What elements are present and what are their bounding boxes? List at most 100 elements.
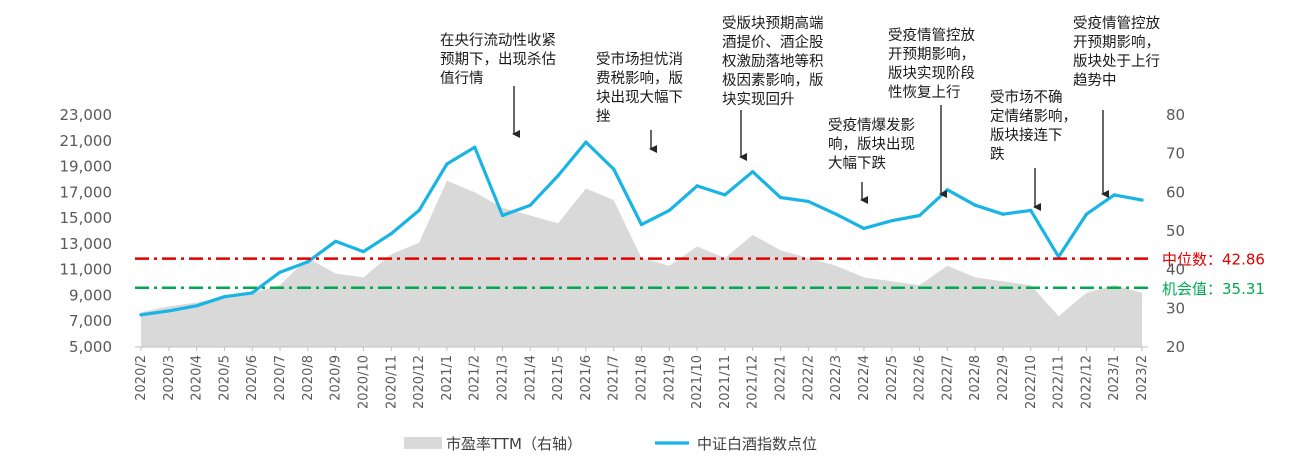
x-tick-label: 2023/2 [1135, 355, 1150, 401]
index-point [306, 260, 310, 264]
x-tick-label: 2021/6 [579, 355, 594, 401]
x-tick-label: 2020/7 [273, 355, 288, 401]
legend-label: 市盈率TTM（右轴） [446, 435, 582, 453]
index-point [945, 188, 950, 192]
x-tick-label: 2020/5 [217, 355, 232, 401]
index-point [612, 167, 616, 171]
x-tick-label: 2021/12 [746, 355, 761, 409]
y-right-tick-label: 70 [1166, 145, 1185, 163]
index-point [389, 232, 393, 236]
x-tick-label: 2020/11 [384, 355, 399, 409]
x-tick-label: 2020/9 [329, 355, 344, 401]
x-tick-label: 2020/3 [162, 355, 177, 401]
index-point [918, 213, 922, 218]
pe-ttm-area-layer [141, 180, 1142, 347]
index-point [473, 145, 477, 149]
x-tick-label: 2022/8 [968, 355, 983, 401]
index-point [806, 199, 810, 203]
index-point [334, 239, 338, 243]
index-point [890, 219, 894, 223]
reference-label: 机会值：35.31 [1162, 280, 1265, 298]
y-right-tick-label: 30 [1166, 299, 1185, 317]
y-left-tick-label: 9,000 [69, 286, 112, 304]
index-point [528, 203, 532, 207]
index-point [278, 270, 282, 274]
pe-ttm-area [141, 180, 1142, 347]
x-tick-label: 2021/11 [718, 355, 733, 409]
x-tick-label: 2020/6 [245, 355, 260, 401]
legend: 市盈率TTM（右轴） 中证白酒指数点位 [404, 435, 817, 453]
x-tick-label: 2021/7 [607, 355, 622, 401]
x-tick-label: 2020/8 [301, 355, 316, 401]
y-left-tick-label: 13,000 [60, 235, 113, 253]
x-tick-label: 2022/6 [913, 355, 928, 401]
index-point [222, 295, 226, 299]
index-point [417, 208, 421, 212]
annotation-text: 受疫情管控放开预期影响，版块处于上行趋势中 [1073, 15, 1160, 89]
index-point [667, 208, 671, 212]
index-point [1029, 208, 1033, 212]
annotation-text: 受疫情爆发影响，版块出现大幅下跌 [828, 117, 915, 172]
y-left-tick-label: 23,000 [60, 106, 113, 124]
index-point [834, 212, 838, 216]
y-left-tick-label: 7,000 [69, 312, 112, 330]
y-left-tick-label: 11,000 [60, 261, 113, 279]
index-point [723, 193, 727, 197]
legend-swatch-area [404, 437, 442, 449]
x-tick-label: 2020/12 [412, 355, 427, 409]
index-point [250, 291, 254, 295]
axes: 5,000 7,000 9,000 11,000 13,000 15,000 17,000 1… [60, 106, 1186, 409]
x-tick-label: 2021/4 [523, 355, 538, 401]
index-point [445, 162, 449, 166]
index-point [361, 250, 365, 254]
x-tick-label: 2021/1 [440, 355, 455, 401]
y-left-tick-label: 17,000 [60, 183, 113, 201]
y-left-tick-label: 19,000 [60, 158, 113, 176]
x-tick-label: 2020/4 [190, 355, 205, 401]
y-right-tick-label: 40 [1166, 261, 1185, 279]
index-point [778, 195, 783, 200]
index-point [751, 170, 755, 174]
x-tick-label: 2022/10 [1024, 355, 1039, 409]
x-tick-label: 2022/3 [829, 355, 844, 401]
y-right-tick-label: 50 [1166, 222, 1185, 240]
reference-lines: 中位数：42.86 机会值：35.31 [135, 251, 1265, 298]
x-tick-label: 2021/8 [635, 355, 650, 401]
x-tick-label: 2021/5 [551, 355, 566, 401]
index-point [1112, 193, 1116, 197]
y-left-tick-label: 21,000 [60, 132, 113, 150]
x-tick-label: 2022/4 [857, 355, 872, 401]
x-tick-label: 2022/2 [801, 355, 816, 401]
index-point [1140, 198, 1144, 202]
y-right-tick-label: 20 [1166, 338, 1185, 356]
annotation-text: 受市场担忧消费税影响，版块出现大幅下挫 [596, 51, 683, 125]
x-tick-label: 2022/5 [885, 355, 900, 401]
annotation-text: 受市场不确定情绪影响，版块接连下跌 [990, 89, 1077, 163]
x-tick-label: 2021/2 [468, 355, 483, 401]
index-point [1001, 212, 1005, 216]
x-tick-label: 2023/1 [1107, 355, 1122, 401]
index-point [862, 226, 866, 230]
index-point [556, 174, 560, 178]
x-tick-label: 2022/12 [1079, 355, 1094, 409]
reference-label: 中位数：42.86 [1162, 251, 1265, 269]
index-point [500, 213, 505, 218]
annotations: 在央行流动性收紧预期下，出现杀估值行情受市场担忧消费税影响，版块出现大幅下挫受版… [440, 15, 1160, 211]
index-point [584, 140, 588, 144]
index-point [639, 223, 644, 227]
x-tick-label: 2022/7 [940, 355, 955, 401]
index-point [695, 184, 699, 188]
x-tick-label: 2021/9 [662, 355, 677, 401]
x-tick-label: 2021/3 [495, 355, 510, 401]
legend-label: 中证白酒指数点位 [697, 435, 817, 453]
annotation-text: 在央行流动性收紧预期下，出现杀估值行情 [440, 32, 556, 87]
x-tick-label: 2020/10 [356, 355, 371, 409]
y-left-tick-label: 5,000 [69, 338, 112, 356]
index-line-layer [139, 140, 1144, 317]
annotation-text: 受疫情管控放开预期影响，版块实现阶段性恢复上行 [888, 27, 975, 101]
annotation-text: 受版块预期高端酒提价、酒企股权激励落地等积极因素影响，版块实现回升 [722, 15, 824, 108]
x-tick-label: 2022/1 [774, 355, 789, 401]
x-tick-label: 2022/9 [996, 355, 1011, 401]
y-right-tick-label: 80 [1166, 106, 1185, 124]
index-point [195, 304, 199, 308]
